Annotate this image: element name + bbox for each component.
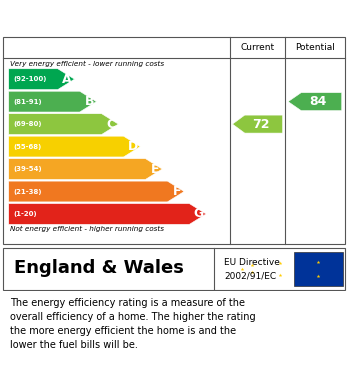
Polygon shape: [9, 91, 96, 112]
Text: (1-20): (1-20): [13, 211, 37, 217]
Text: (55-68): (55-68): [13, 143, 41, 150]
Text: The energy efficiency rating is a measure of the
overall efficiency of a home. T: The energy efficiency rating is a measur…: [10, 298, 256, 350]
Text: F: F: [173, 185, 182, 198]
Polygon shape: [288, 93, 342, 111]
Text: Very energy efficient - lower running costs: Very energy efficient - lower running co…: [10, 61, 165, 66]
Text: Not energy efficient - higher running costs: Not energy efficient - higher running co…: [10, 226, 165, 232]
Text: (81-91): (81-91): [13, 99, 41, 105]
Text: C: C: [107, 118, 116, 131]
Polygon shape: [9, 114, 118, 135]
Text: Potential: Potential: [295, 43, 335, 52]
Text: 84: 84: [310, 95, 327, 108]
Text: EU Directive: EU Directive: [224, 258, 280, 267]
Polygon shape: [9, 181, 184, 202]
Text: (69-80): (69-80): [13, 121, 41, 127]
Polygon shape: [9, 136, 140, 157]
Text: Energy Efficiency Rating: Energy Efficiency Rating: [9, 10, 219, 25]
Text: A: A: [62, 73, 72, 86]
Text: 72: 72: [252, 118, 270, 131]
Polygon shape: [9, 159, 162, 179]
Polygon shape: [9, 204, 206, 224]
Text: 2002/91/EC: 2002/91/EC: [224, 271, 277, 280]
Text: E: E: [151, 163, 160, 176]
Text: D: D: [127, 140, 138, 153]
Polygon shape: [9, 69, 74, 90]
Text: B: B: [85, 95, 94, 108]
Text: Current: Current: [240, 43, 275, 52]
Text: (39-54): (39-54): [13, 166, 41, 172]
Text: England & Wales: England & Wales: [14, 259, 184, 277]
Bar: [294, 252, 343, 286]
Text: (21-38): (21-38): [13, 188, 41, 194]
Text: (92-100): (92-100): [13, 76, 46, 82]
Polygon shape: [232, 115, 283, 133]
Text: G: G: [193, 208, 204, 221]
